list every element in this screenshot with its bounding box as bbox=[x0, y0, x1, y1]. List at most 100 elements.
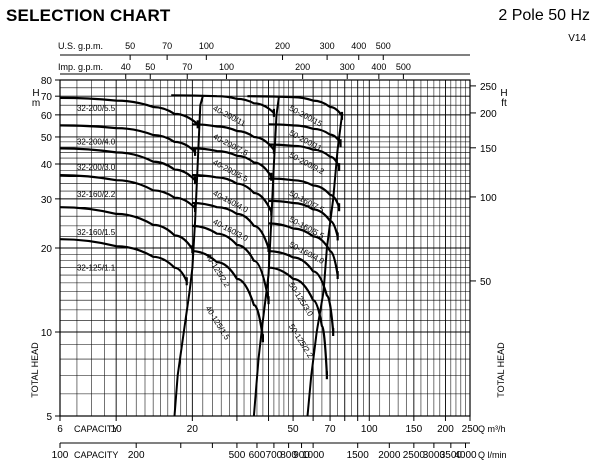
pump-curve bbox=[268, 123, 342, 144]
lmin-tick-label: 3000 bbox=[423, 450, 446, 461]
pump-curve bbox=[268, 266, 328, 376]
range-boundary bbox=[322, 114, 343, 292]
pump-curve bbox=[59, 96, 199, 126]
y2-tick-label: 100 bbox=[480, 193, 497, 204]
x-tick-label: 200 bbox=[437, 424, 454, 435]
x2-unit-label: Q l/min bbox=[478, 450, 507, 460]
lmin-tick-label: 1500 bbox=[347, 450, 370, 461]
lmin-tick-label: 900 bbox=[293, 450, 310, 461]
us-gpm-tick-label: 100 bbox=[199, 41, 214, 51]
pump-curve bbox=[59, 147, 196, 181]
x2-capacity-label: CAPACITY bbox=[74, 450, 118, 460]
us-gpm-tick-label: 50 bbox=[125, 41, 135, 51]
pump-curve bbox=[59, 206, 194, 250]
pump-curve bbox=[192, 147, 273, 178]
y2-tick-label: 250 bbox=[480, 82, 497, 93]
lmin-tick-label: 700 bbox=[266, 450, 283, 461]
y-tick-label: 20 bbox=[41, 244, 53, 255]
x-tick-label: 20 bbox=[187, 424, 199, 435]
chart-code: V14 bbox=[568, 33, 586, 44]
y2-tick-label: 50 bbox=[480, 277, 492, 288]
imp-gpm-tick-label: 70 bbox=[182, 62, 192, 72]
lmin-tick-label: 3500 bbox=[440, 450, 463, 461]
imp-gpm-tick-label: 100 bbox=[219, 62, 234, 72]
curve-label: 50-125/2.2 bbox=[287, 322, 315, 360]
range-boundary bbox=[267, 96, 280, 276]
imp-gpm-label: Imp. g.p.m. bbox=[58, 62, 103, 72]
imp-gpm-tick-label: 200 bbox=[295, 62, 310, 72]
x-tick-label: 250 bbox=[462, 424, 479, 435]
lmin-tick-label: 600 bbox=[249, 450, 266, 461]
x-tick-label: 150 bbox=[406, 424, 423, 435]
pump-curve bbox=[268, 250, 335, 333]
y-tick-label: 40 bbox=[41, 160, 53, 171]
range-boundary bbox=[173, 267, 194, 417]
lmin-tick-label: 200 bbox=[128, 450, 145, 461]
lmin-tick-label: 1000 bbox=[302, 450, 325, 461]
lmin-tick-label: 800 bbox=[280, 450, 297, 461]
pump-curve bbox=[59, 174, 196, 209]
us-gpm-tick-label: 500 bbox=[376, 41, 391, 51]
y2-tick-label: 200 bbox=[480, 109, 497, 120]
range-boundary bbox=[191, 95, 204, 268]
pump-curve bbox=[192, 123, 275, 151]
pump-curve bbox=[268, 143, 341, 168]
lmin-tick-label: 2500 bbox=[403, 450, 426, 461]
range-boundary bbox=[252, 274, 270, 417]
curve-label: 40-125/2.2 bbox=[204, 252, 232, 290]
us-gpm-label: U.S. g.p.m. bbox=[58, 41, 103, 51]
y2-axis-title: TOTAL HEAD bbox=[496, 342, 506, 398]
pump-curve bbox=[59, 124, 196, 153]
imp-gpm-tick-label: 400 bbox=[371, 62, 386, 72]
us-gpm-tick-label: 200 bbox=[275, 41, 290, 51]
y2-unit-h: H bbox=[500, 88, 507, 99]
y-tick-label: 30 bbox=[41, 195, 53, 206]
imp-gpm-tick-label: 40 bbox=[121, 62, 131, 72]
range-boundary bbox=[306, 291, 325, 417]
y-tick-label: 10 bbox=[41, 328, 53, 339]
curve-label: 50-125/3.0 bbox=[287, 281, 315, 319]
lmin-tick-label: 500 bbox=[229, 450, 246, 461]
pump-curve bbox=[268, 222, 339, 276]
us-gpm-tick-label: 400 bbox=[351, 41, 366, 51]
y-unit-m: m bbox=[32, 98, 40, 109]
curve-label: 32-200/4.0 bbox=[77, 137, 116, 146]
pump-curve bbox=[192, 174, 273, 213]
y-tick-label: 5 bbox=[46, 412, 52, 423]
y2-unit-ft: ft bbox=[501, 98, 507, 109]
chart-title: SELECTION CHART bbox=[6, 6, 171, 25]
curve-label: 32-200/5.5 bbox=[77, 104, 116, 113]
y-tick-label: 60 bbox=[41, 111, 53, 122]
imp-gpm-tick-label: 500 bbox=[396, 62, 411, 72]
y-unit-h: H bbox=[32, 88, 39, 99]
pump-curve bbox=[192, 224, 270, 301]
us-gpm-tick-label: 70 bbox=[162, 41, 172, 51]
x-unit-label: Q m³/h bbox=[478, 424, 506, 434]
y-tick-label: 80 bbox=[41, 76, 53, 87]
pump-curve bbox=[171, 94, 275, 114]
lmin-tick-label: 4000 bbox=[454, 450, 477, 461]
pump-curve bbox=[192, 201, 270, 249]
x-capacity-label: CAPACITY bbox=[74, 424, 118, 434]
lmin-tick-label: 100 bbox=[52, 450, 69, 461]
x-tick-label: 70 bbox=[325, 424, 337, 435]
us-gpm-tick-label: 300 bbox=[320, 41, 335, 51]
imp-gpm-tick-label: 300 bbox=[340, 62, 355, 72]
x-tick-label: 6 bbox=[57, 424, 63, 435]
y-tick-label: 70 bbox=[41, 92, 53, 103]
x-tick-label: 10 bbox=[111, 424, 123, 435]
y2-tick-label: 150 bbox=[480, 144, 497, 155]
pump-curve bbox=[268, 199, 339, 237]
curve-label: 32-160/1.5 bbox=[77, 228, 116, 237]
pump-curve bbox=[59, 238, 188, 282]
lmin-tick-label: 2000 bbox=[378, 450, 401, 461]
y-tick-label: 50 bbox=[41, 133, 53, 144]
chart-subtitle: 2 Pole 50 Hz bbox=[498, 7, 590, 24]
x-tick-label: 100 bbox=[361, 424, 378, 435]
curve-label: 32-125/1.1 bbox=[77, 264, 116, 273]
pump-curve bbox=[247, 95, 343, 117]
curve-label: 32-200/3.0 bbox=[77, 163, 116, 172]
pump-curve bbox=[268, 177, 341, 208]
curve-label: 32-160/2.2 bbox=[77, 190, 116, 199]
